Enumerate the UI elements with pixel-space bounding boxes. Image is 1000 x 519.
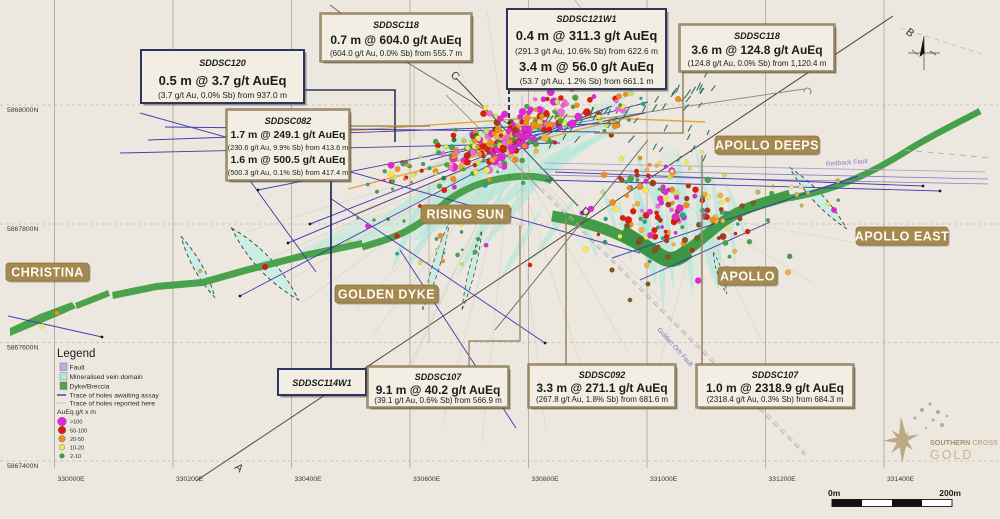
svg-text:9.1 m @ 40.2 g/t AuEq: 9.1 m @ 40.2 g/t AuEq [376,383,501,397]
svg-text:SDDSC114W1: SDDSC114W1 [292,378,351,388]
svg-text:200m: 200m [939,488,961,498]
svg-text:(604.0 g/t Au, 0.0% Sb) from 5: (604.0 g/t Au, 0.0% Sb) from 555.7 m [330,49,462,58]
svg-text:3.4 m @ 56.0 g/t AuEq: 3.4 m @ 56.0 g/t AuEq [519,59,654,74]
svg-text:331400E: 331400E [887,476,915,483]
svg-text:Dyke/Breccia: Dyke/Breccia [70,384,110,391]
svg-text:5867800N: 5867800N [7,226,38,233]
svg-text:331200E: 331200E [769,476,797,483]
svg-text:GOLD: GOLD [930,448,973,462]
svg-text:1.0 m @ 2318.9 g/t AuEq: 1.0 m @ 2318.9 g/t AuEq [706,381,844,395]
svg-text:1.7 m @ 249.1 g/t AuEq: 1.7 m @ 249.1 g/t AuEq [231,129,346,141]
svg-text:SDDSC107: SDDSC107 [415,372,463,382]
svg-text:330200E: 330200E [176,476,204,483]
svg-text:SDDSC118: SDDSC118 [373,20,419,30]
svg-text:Redback Fault: Redback Fault [826,158,868,168]
svg-text:APOLLO EAST: APOLLO EAST [855,230,949,244]
svg-text:1.6 m @ 500.5 g/t AuEq: 1.6 m @ 500.5 g/t AuEq [231,154,346,166]
svg-text:50-100: 50-100 [70,428,87,434]
svg-text:SDDSC118: SDDSC118 [734,31,780,41]
svg-text:0.5 m @ 3.7 g/t AuEq: 0.5 m @ 3.7 g/t AuEq [159,73,287,88]
svg-text:330000E: 330000E [58,476,86,483]
svg-text:(39.1 g/t Au, 0.6% Sb) from 56: (39.1 g/t Au, 0.6% Sb) from 566.9 m [374,396,502,405]
svg-text:Trace of holes awaiting assay: Trace of holes awaiting assay [70,393,160,400]
svg-text:0.4 m @ 311.3 g/t AuEq: 0.4 m @ 311.3 g/t AuEq [516,28,658,43]
svg-text:Legend: Legend [57,348,95,360]
svg-text:3.3 m @ 271.1 g/t AuEq: 3.3 m @ 271.1 g/t AuEq [536,381,667,395]
svg-text:(500.3 g/t Au, 0.1% Sb) from 4: (500.3 g/t Au, 0.1% Sb) from 417.4 m [228,168,348,177]
svg-text:5867600N: 5867600N [7,345,38,352]
svg-text:APOLLO DEEPS: APOLLO DEEPS [715,139,819,153]
svg-text:GOLDEN DYKE: GOLDEN DYKE [338,288,435,302]
svg-text:330800E: 330800E [532,476,560,483]
svg-text:(3.7 g/t Au, 0.0% Sb) from 937: (3.7 g/t Au, 0.0% Sb) from 937.0 m [158,90,287,100]
svg-text:3.6 m @ 124.8 g/t AuEq: 3.6 m @ 124.8 g/t AuEq [691,43,822,57]
svg-text:Fault: Fault [70,365,85,372]
svg-text:Trace of holes reported here: Trace of holes reported here [70,401,156,408]
svg-text:(267.8 g/t Au, 1.8% Sb) from 6: (267.8 g/t Au, 1.8% Sb) from 681.6 m [536,395,668,404]
svg-text:SDDSC120: SDDSC120 [199,58,246,68]
svg-text:RISING SUN: RISING SUN [427,208,505,222]
svg-text:SDDSC121W1: SDDSC121W1 [556,14,616,24]
svg-text:APOLLO: APOLLO [720,270,775,284]
svg-text:SDDSC082: SDDSC082 [265,116,312,126]
svg-text:330400E: 330400E [295,476,323,483]
svg-text:AuEq g/t x m: AuEq g/t x m [57,409,96,416]
svg-text:SDDSC107: SDDSC107 [752,370,800,380]
svg-text:0m: 0m [828,488,841,498]
svg-text:(53.7 g/t Au, 1.2% Sb) from 66: (53.7 g/t Au, 1.2% Sb) from 661.1 m [520,76,654,86]
svg-text:(124.8 g/t Au, 0.0% Sb) from 1: (124.8 g/t Au, 0.0% Sb) from 1,120.4 m [688,59,827,68]
svg-text:5867400N: 5867400N [7,463,38,470]
svg-text:(291.3 g/t Au, 10.6% Sb) from: (291.3 g/t Au, 10.6% Sb) from 622.6 m [515,46,658,56]
svg-text:(230.6 g/t Au, 9.9% Sb) from 4: (230.6 g/t Au, 9.9% Sb) from 413.6 m [228,143,348,152]
svg-text:0.7 m @ 604.0 g/t AuEq: 0.7 m @ 604.0 g/t AuEq [330,33,461,47]
svg-text:330600E: 330600E [413,476,441,483]
svg-text:SOUTHERN CROSS: SOUTHERN CROSS [930,438,998,447]
svg-text:20-50: 20-50 [70,437,84,443]
svg-text:SDDSC092: SDDSC092 [579,370,626,380]
svg-text:(2318.4 g/t Au, 0.3% Sb) from: (2318.4 g/t Au, 0.3% Sb) from 684.3 m [707,395,844,404]
svg-text:2-10: 2-10 [70,454,81,460]
svg-text:CHRISTINA: CHRISTINA [11,266,84,280]
svg-text:>100: >100 [70,420,82,426]
svg-text:5868000N: 5868000N [7,107,38,114]
svg-text:331000E: 331000E [650,476,678,483]
svg-text:10-20: 10-20 [70,446,84,452]
svg-text:Mineralised vein domain: Mineralised vein domain [70,374,144,381]
